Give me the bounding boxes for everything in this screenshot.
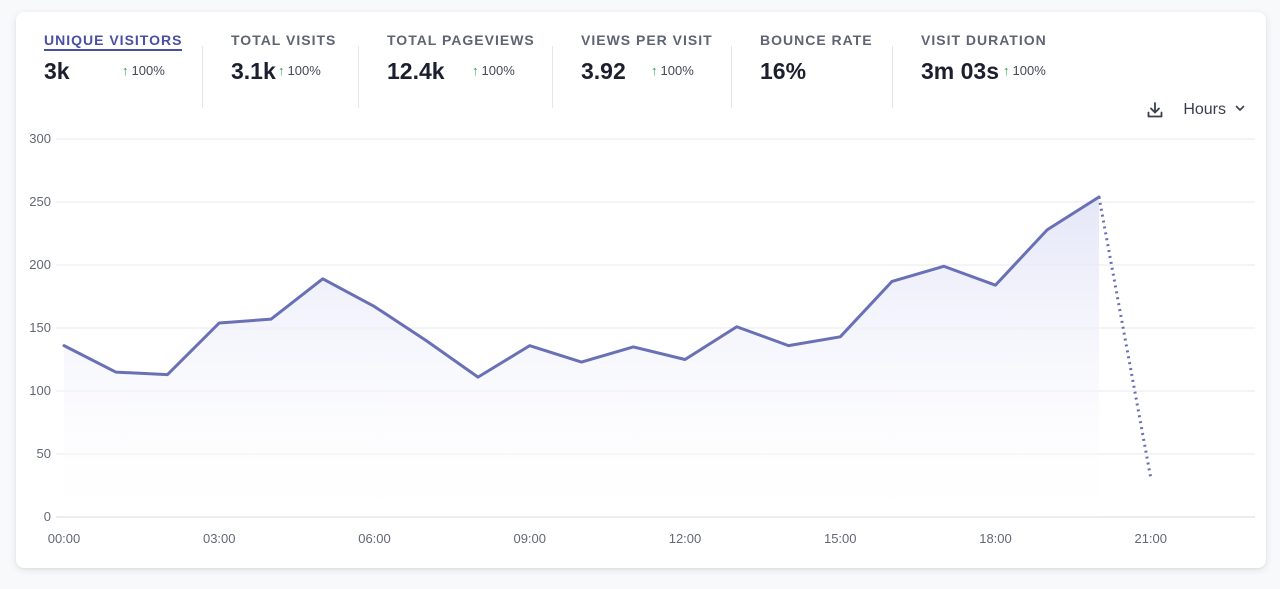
arrow-up-icon: ↑: [122, 63, 129, 78]
data-point[interactable]: [679, 354, 691, 366]
data-point[interactable]: [524, 340, 536, 352]
metric-value: 12.4k: [387, 58, 445, 84]
data-point[interactable]: [1093, 191, 1105, 203]
x-tick-label: 18:00: [979, 531, 1012, 546]
data-point[interactable]: [420, 335, 432, 347]
data-point[interactable]: [783, 340, 795, 352]
y-tick-label: 50: [37, 446, 51, 461]
y-tick-label: 250: [29, 194, 51, 209]
x-tick-label: 12:00: [669, 531, 702, 546]
x-tick-label: 03:00: [203, 531, 236, 546]
y-tick-label: 200: [29, 257, 51, 272]
data-point[interactable]: [1145, 472, 1157, 484]
y-tick-label: 300: [29, 131, 51, 146]
metric-value: 3.1k: [231, 58, 276, 84]
arrow-up-icon: ↑: [1003, 63, 1010, 78]
metric-change: ↑ 100%: [122, 63, 165, 78]
series-area: [64, 196, 1099, 517]
divider: [552, 46, 553, 108]
interval-label: Hours: [1183, 101, 1226, 118]
metric-value: 3k: [44, 58, 70, 84]
metric-value: 3.92: [581, 58, 626, 84]
data-point[interactable]: [938, 260, 950, 272]
arrow-up-icon: ↑: [651, 63, 658, 78]
x-tick-label: 06:00: [358, 531, 391, 546]
arrow-up-icon: ↑: [278, 63, 285, 78]
metrics-bar: UNIQUE VISITORS 3k ↑ 100% TOTAL VISITS 3.…: [16, 28, 1116, 108]
chevron-down-icon: [1234, 101, 1246, 119]
metric-change-value: 100%: [660, 63, 694, 78]
data-point[interactable]: [886, 275, 898, 287]
x-tick-label: 09:00: [513, 531, 546, 546]
metric-change-value: 100%: [131, 63, 165, 78]
metric-value: 3m 03s: [921, 58, 1000, 84]
interval-select[interactable]: Hours: [1183, 101, 1246, 119]
metric-label: TOTAL VISITS: [231, 32, 337, 48]
data-point[interactable]: [369, 301, 381, 313]
x-tick-label: 15:00: [824, 531, 857, 546]
divider: [202, 46, 203, 108]
metric-label: TOTAL PAGEVIEWS: [387, 32, 535, 48]
metric-change: ↑ 100%: [1003, 63, 1046, 78]
data-point[interactable]: [627, 341, 639, 353]
divider: [731, 46, 732, 108]
metric-change-value: 100%: [481, 63, 515, 78]
metric-change-value: 100%: [287, 63, 321, 78]
data-point[interactable]: [834, 331, 846, 343]
metric-change: ↑ 100%: [472, 63, 515, 78]
metric-label: UNIQUE VISITORS: [44, 32, 183, 51]
data-point[interactable]: [58, 340, 70, 352]
x-tick-label: 21:00: [1134, 531, 1167, 546]
y-tick-label: 150: [29, 320, 51, 335]
data-point[interactable]: [213, 317, 225, 329]
data-point[interactable]: [110, 366, 122, 378]
divider: [358, 46, 359, 108]
download-icon[interactable]: [1145, 100, 1165, 120]
data-point[interactable]: [162, 369, 174, 381]
data-point[interactable]: [1041, 224, 1053, 236]
metric-change: ↑ 100%: [651, 63, 694, 78]
y-tick-label: 100: [29, 383, 51, 398]
x-tick-label: 00:00: [48, 531, 81, 546]
metric-label: VISIT DURATION: [921, 32, 1047, 48]
divider: [892, 46, 893, 108]
metric-value: 16%: [760, 58, 807, 84]
data-point[interactable]: [731, 321, 743, 333]
metric-change-value: 100%: [1012, 63, 1046, 78]
metric-change: ↑ 100%: [278, 63, 321, 78]
data-point[interactable]: [576, 356, 588, 368]
data-point[interactable]: [317, 273, 329, 285]
data-point[interactable]: [265, 313, 277, 325]
metric-label: BOUNCE RATE: [760, 32, 873, 48]
data-point[interactable]: [472, 371, 484, 383]
metric-label: VIEWS PER VISIT: [581, 32, 713, 48]
series-line: [62, 195, 1101, 379]
series-line-projected: [1097, 196, 1153, 479]
y-tick-label: 0: [44, 509, 51, 524]
arrow-up-icon: ↑: [472, 63, 479, 78]
data-point[interactable]: [990, 279, 1002, 291]
chart-controls: Hours: [1145, 100, 1246, 120]
